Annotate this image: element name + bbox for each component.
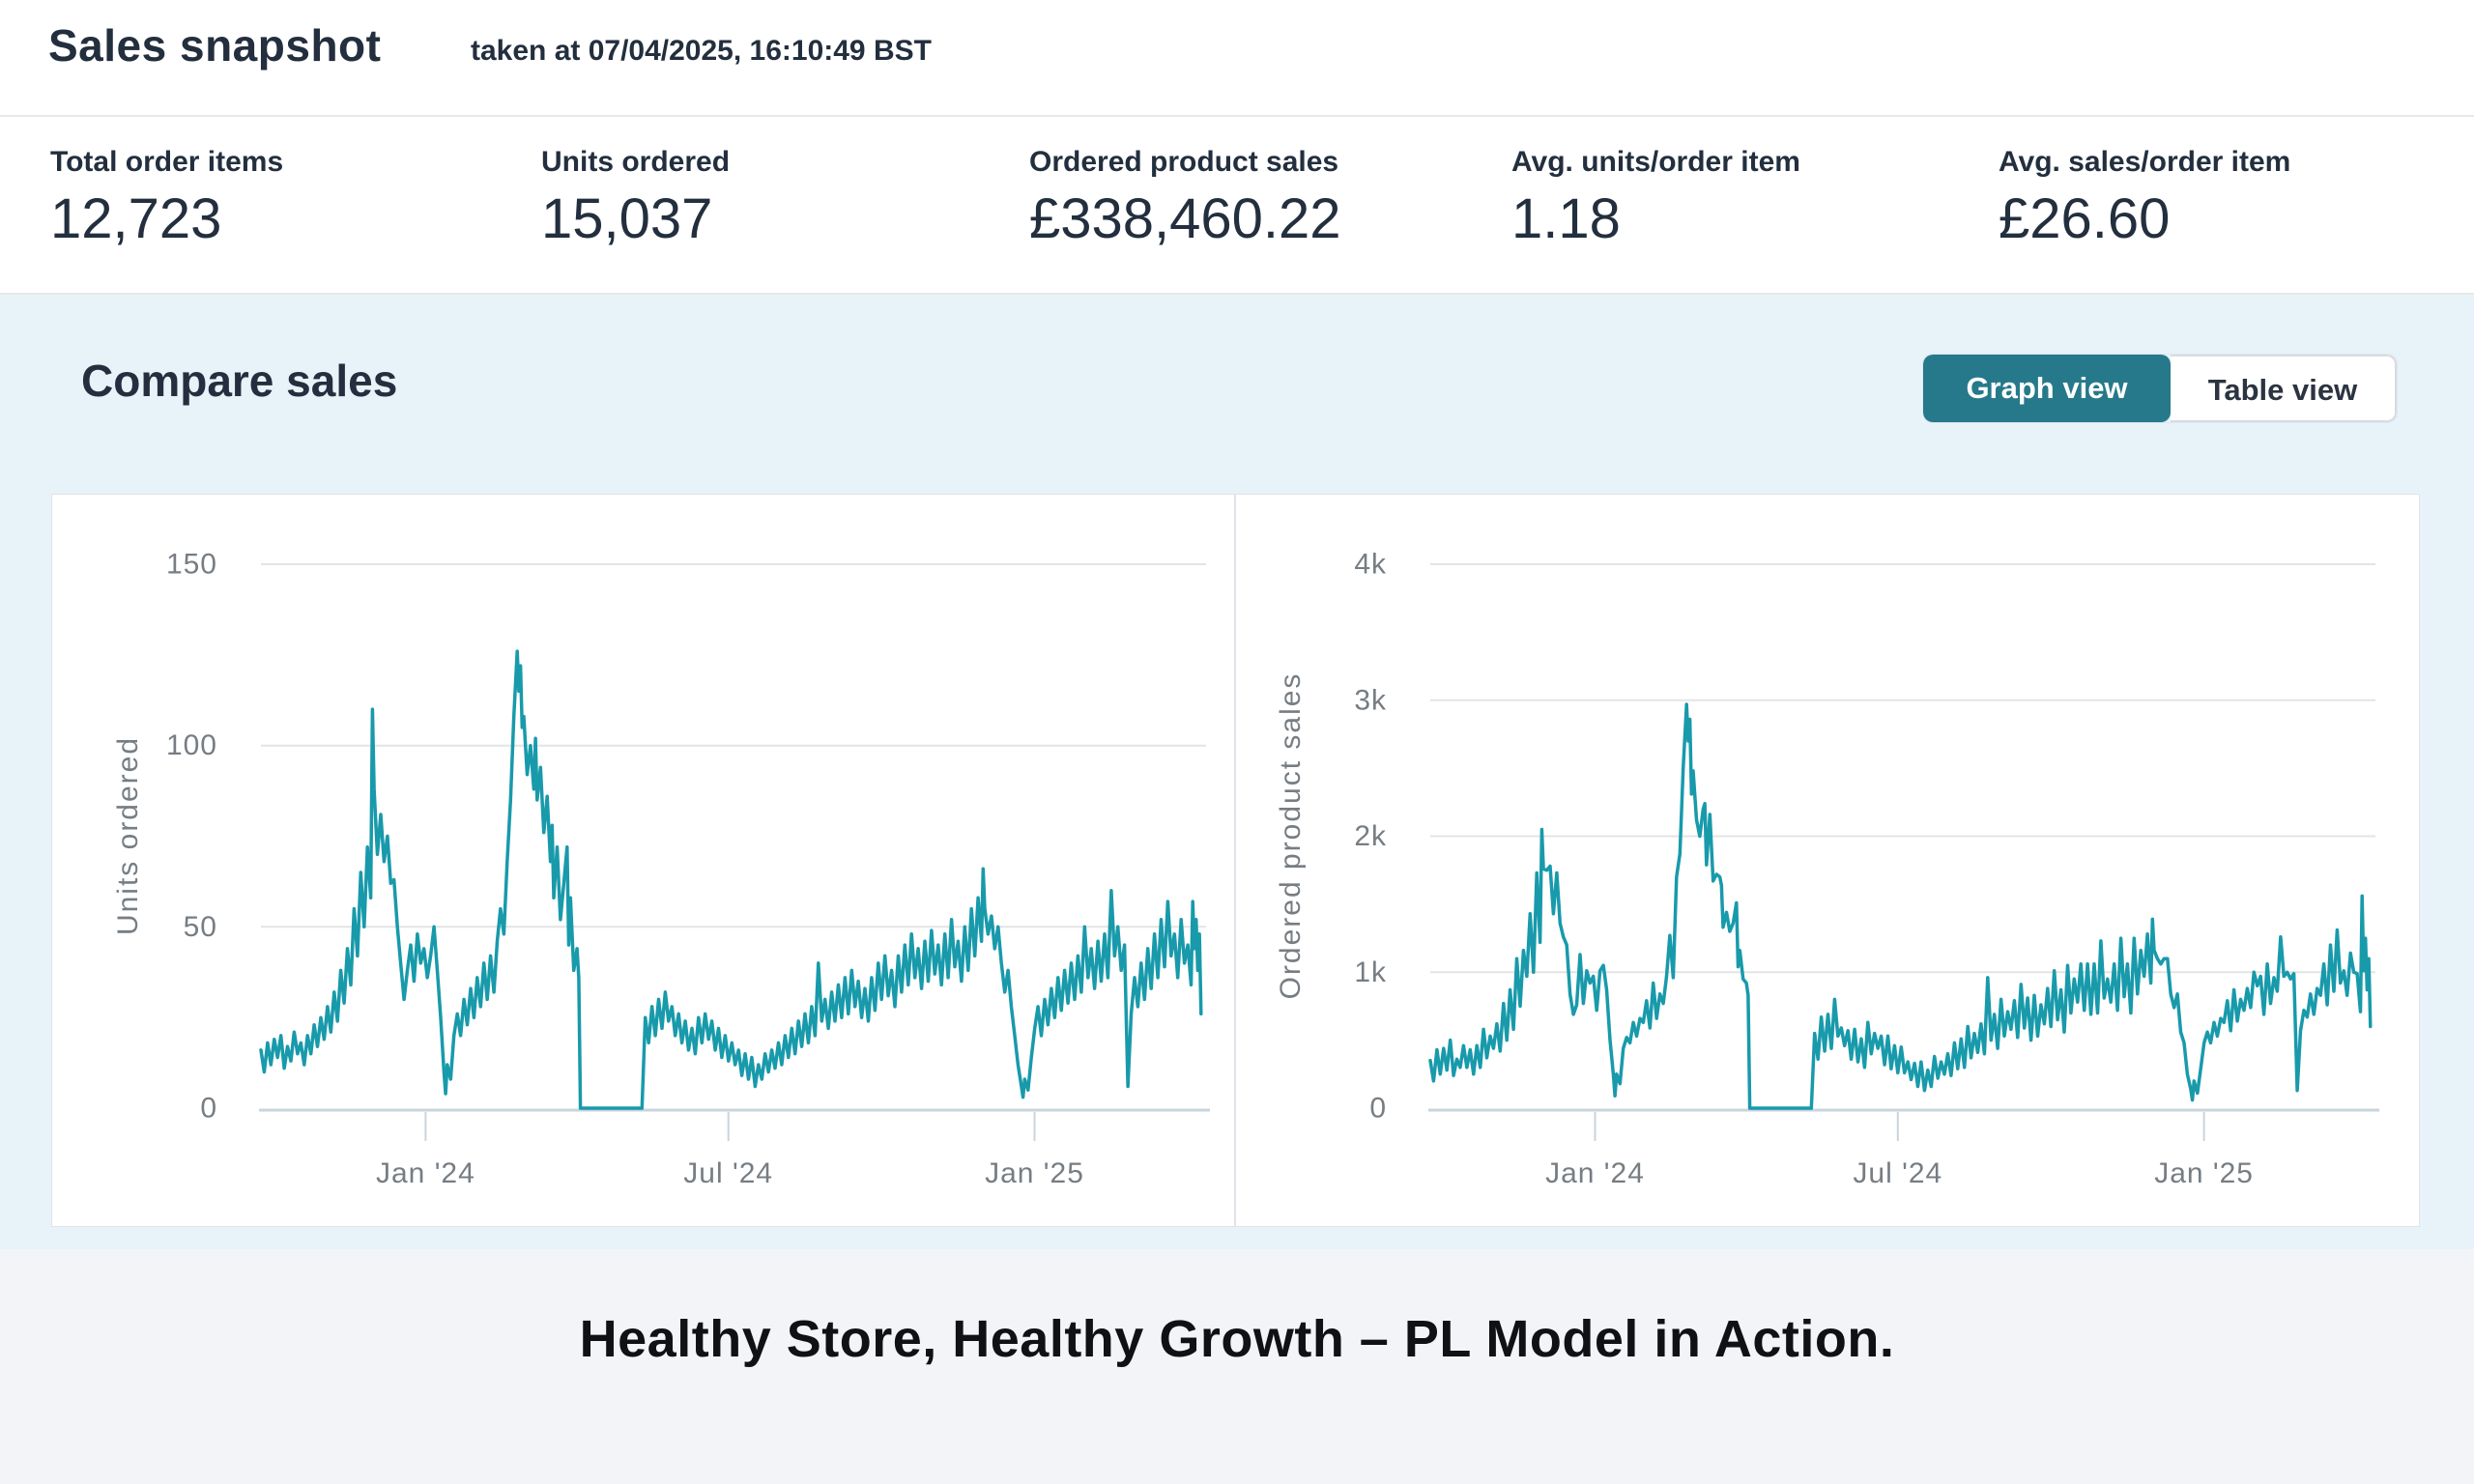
- y-tick-label: 50: [184, 911, 217, 943]
- view-toggle: Graph view Table view: [1923, 355, 2397, 422]
- x-tick-label: Jul '24: [683, 1157, 773, 1189]
- units-ordered-chart: Units ordered 150 100 50 0 Jan '24 Jul '…: [112, 549, 1210, 1189]
- metric-label: Total order items: [50, 146, 284, 178]
- y-tick-label: 2k: [1354, 820, 1387, 852]
- y-tick-label: 0: [1369, 1093, 1387, 1125]
- x-tick-label: Jan '25: [985, 1157, 1084, 1189]
- y-tick-label: 3k: [1354, 684, 1387, 716]
- compare-sales-section: Compare sales Graph view Table view Unit…: [0, 295, 2474, 1249]
- ordered-product-sales-chart-panel: Ordered product sales 4k 3k 2k 1k 0 Jan …: [1235, 494, 2420, 1227]
- metric-label: Avg. sales/order item: [1999, 146, 2291, 178]
- y-tick-label: 150: [166, 549, 217, 581]
- header-bar: Sales snapshot taken at 07/04/2025, 16:1…: [0, 0, 2474, 117]
- compare-sales-title: Compare sales: [81, 356, 398, 406]
- ordered-product-sales-line: [1428, 702, 2373, 1110]
- x-tick-label: Jan '24: [376, 1157, 475, 1189]
- metric-value: 15,037: [541, 187, 713, 250]
- snapshot-timestamp: taken at 07/04/2025, 16:10:49 BST: [471, 35, 932, 67]
- y-axis-title: Units ordered: [112, 736, 144, 935]
- x-tick-label: Jan '25: [2154, 1157, 2254, 1189]
- caption-text: Healthy Store, Healthy Growth – PL Model…: [579, 1310, 1895, 1368]
- caption-bar: Healthy Store, Healthy Growth – PL Model…: [0, 1249, 2474, 1484]
- metric-label: Ordered product sales: [1029, 146, 1339, 178]
- y-tick-label: 4k: [1354, 549, 1387, 581]
- y-tick-label: 100: [166, 729, 217, 761]
- units-ordered-line: [259, 649, 1203, 1110]
- x-tick-label: Jul '24: [1853, 1157, 1942, 1189]
- units-ordered-chart-panel: Units ordered 150 100 50 0 Jan '24 Jul '…: [51, 494, 1235, 1227]
- ordered-product-sales-chart: Ordered product sales 4k 3k 2k 1k 0 Jan …: [1275, 549, 2379, 1189]
- y-tick-label: 0: [200, 1093, 217, 1125]
- metric-label: Avg. units/order item: [1511, 146, 1800, 178]
- x-tick-label: Jan '24: [1545, 1157, 1645, 1189]
- metric-value: £26.60: [1999, 187, 2171, 250]
- metric-value: 12,723: [50, 187, 222, 250]
- metric-label: Units ordered: [541, 146, 731, 178]
- table-view-button[interactable]: Table view: [2171, 355, 2397, 422]
- metrics-bar: Total order items 12,723 Units ordered 1…: [0, 117, 2474, 295]
- y-tick-label: 1k: [1354, 956, 1387, 988]
- metric-value: 1.18: [1511, 187, 1621, 250]
- graph-view-button[interactable]: Graph view: [1923, 355, 2171, 422]
- page-title: Sales snapshot: [48, 20, 382, 71]
- metric-value: £338,460.22: [1029, 187, 1341, 250]
- y-axis-title: Ordered product sales: [1275, 672, 1307, 1000]
